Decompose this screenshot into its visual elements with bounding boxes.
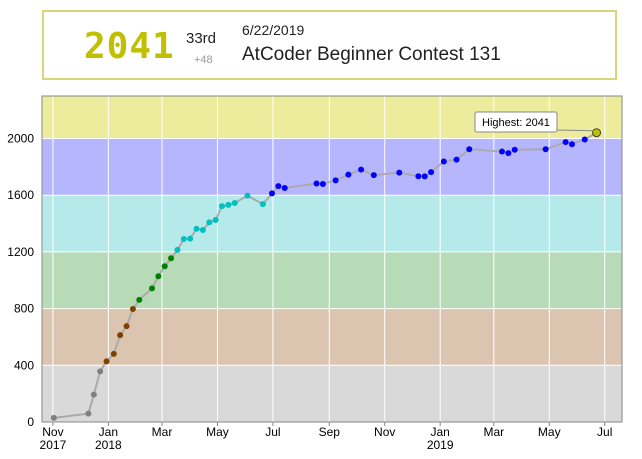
rating-band [42, 251, 622, 309]
rating-point [415, 173, 422, 180]
contest-name[interactable]: AtCoder Beginner Contest 131 [242, 44, 501, 65]
rating-point [180, 236, 187, 243]
y-tick-label: 1200 [7, 245, 34, 259]
rating-point [440, 158, 447, 165]
rating-point [206, 219, 213, 226]
x-tick-label: Nov [374, 425, 395, 439]
rating-point [50, 414, 57, 421]
rating-point [193, 225, 200, 232]
rating-point [136, 296, 143, 303]
highest-point-marker [592, 128, 602, 138]
plot-frame [41, 95, 623, 423]
rating-point [319, 181, 326, 188]
rating-point [199, 226, 206, 233]
rating-point [332, 177, 339, 184]
rating-point [244, 192, 251, 199]
rating-delta: +48 [194, 54, 213, 66]
y-tick-label: 800 [14, 302, 34, 316]
x-tick-year-label: 2019 [427, 438, 454, 452]
rating-point [453, 156, 460, 163]
y-tick-label: 400 [14, 358, 34, 372]
rating-point [499, 148, 505, 155]
rating-point [542, 146, 549, 153]
x-tick-label: Mar [152, 425, 173, 439]
rating-point [97, 368, 104, 375]
rating-point [219, 203, 225, 210]
x-tick-label: Nov [42, 425, 63, 439]
rating-band [42, 308, 622, 366]
rating-point [231, 200, 238, 207]
rating-point [505, 150, 512, 157]
rating-point [85, 410, 92, 417]
rank-label: 33rd [186, 30, 217, 47]
rating-point [187, 235, 194, 242]
x-tick-label: May [206, 425, 229, 439]
rating-point [123, 323, 130, 330]
rating-point [110, 350, 117, 357]
rating-point [345, 171, 352, 178]
x-tick-label: Jan [431, 425, 450, 439]
rating-point [466, 146, 473, 153]
x-tick-label: Mar [483, 425, 504, 439]
rating-value: 2041 [84, 26, 175, 67]
rating-point [511, 146, 518, 153]
y-tick-label: 2000 [7, 132, 34, 146]
rating-point [421, 173, 428, 180]
highest-annotation-label: Highest: 2041 [482, 117, 550, 129]
contest-date: 6/22/2019 [242, 22, 305, 38]
rating-point [103, 358, 110, 365]
x-tick-year-label: 2018 [95, 438, 122, 452]
rating-point [313, 180, 320, 187]
rating-point [174, 246, 181, 253]
contest-status-panel: 2041 33rd +48 6/22/2019 AtCoder Beginner… [42, 10, 617, 80]
rating-point [149, 285, 155, 292]
rating-point [428, 169, 435, 176]
rating-point [168, 255, 175, 262]
rating-band [42, 138, 622, 196]
x-tick-year-label: 2017 [40, 438, 67, 452]
highest-annotation-box [474, 111, 558, 133]
rating-point [358, 166, 365, 173]
rating-band [42, 195, 622, 252]
rating-point [269, 190, 275, 197]
y-tick-label: 0 [27, 415, 34, 429]
rating-point [569, 141, 575, 148]
rating-point [225, 201, 232, 208]
annotation-leader [556, 129, 594, 132]
rating-point [370, 172, 377, 179]
rating-point [161, 263, 168, 270]
rating-point [275, 183, 282, 190]
rating-point [117, 332, 124, 339]
y-tick-label: 1600 [7, 188, 34, 202]
rating-point [281, 184, 288, 191]
rating-point [212, 217, 219, 224]
rating-point [562, 139, 569, 146]
rating-point [155, 273, 162, 280]
x-tick-label: Jan [99, 425, 118, 439]
x-tick-label: May [538, 425, 561, 439]
rating-band [42, 365, 622, 422]
x-tick-label: Jul [265, 425, 280, 439]
x-tick-label: Jul [597, 425, 612, 439]
rating-point [581, 136, 588, 143]
x-tick-label: Sep [319, 425, 341, 439]
rating-point [129, 306, 136, 313]
rating-point [396, 169, 403, 176]
rating-point [90, 391, 97, 398]
rating-point [259, 201, 266, 208]
